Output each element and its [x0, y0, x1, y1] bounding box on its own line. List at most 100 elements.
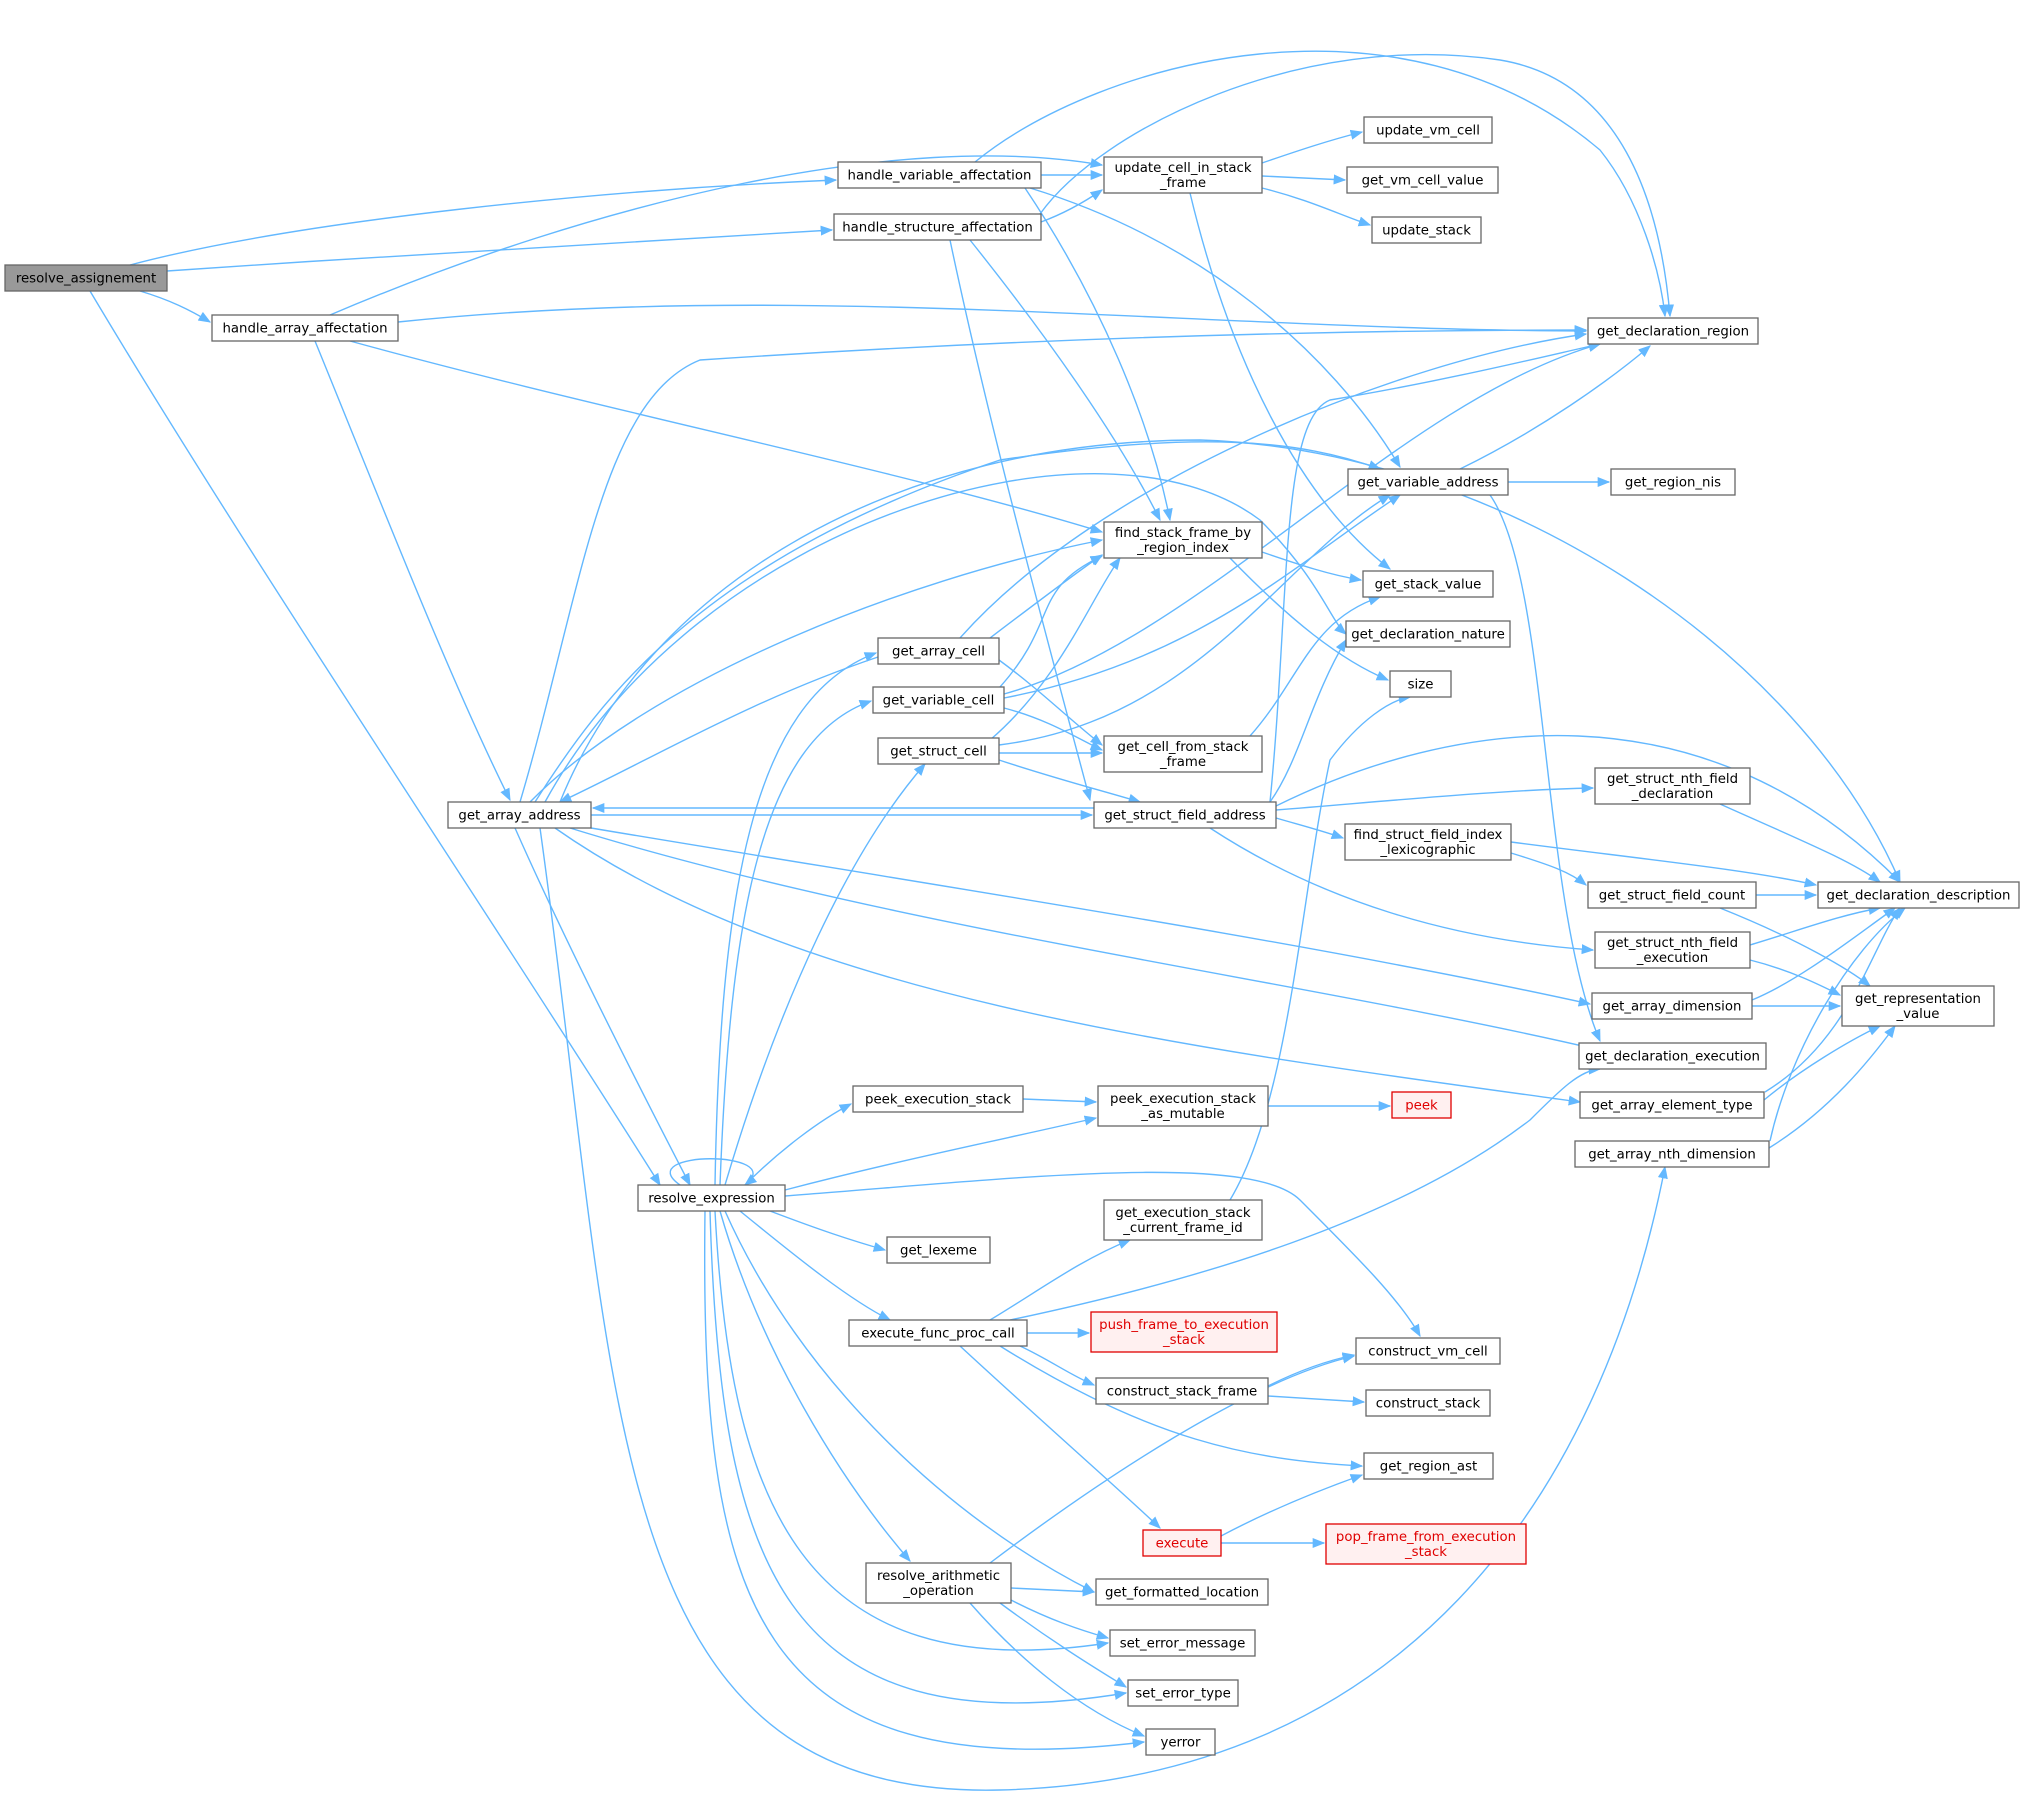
node-get-array-dimension[interactable]: get_array_dimension	[1591, 992, 1753, 1020]
node-peek-execution-stack[interactable]: peek_execution_stack	[852, 1085, 1024, 1113]
node-get-struct-nth-field-declaration[interactable]: get_struct_nth_field_declaration	[1594, 767, 1751, 805]
edge-resolve_arithmetic_operation-to-set_error_message	[1010, 1599, 1110, 1640]
edge-resolve_expression-to-execute_func_proc_call	[739, 1210, 892, 1321]
node-find-struct-field-index-lexicographic[interactable]: find_struct_field_index_lexicographic	[1344, 823, 1512, 861]
node-get-execution-stack-current-frame-id[interactable]: get_execution_stack_current_frame_id	[1103, 1199, 1263, 1241]
node-get-region-nis[interactable]: get_region_nis	[1610, 468, 1736, 496]
node-execute[interactable]: execute	[1142, 1529, 1222, 1557]
node-get-variable-cell[interactable]: get_variable_cell	[872, 686, 1005, 714]
node-pop-frame-from-execution-stack[interactable]: pop_frame_from_execution_stack	[1325, 1523, 1527, 1565]
node-get-vm-cell-value[interactable]: get_vm_cell_value	[1346, 166, 1499, 194]
node-resolve-arithmetic-operation[interactable]: resolve_arithmetic_operation	[865, 1562, 1012, 1604]
node-get-declaration-description[interactable]: get_declaration_description	[1817, 881, 2020, 909]
node-construct-vm-cell[interactable]: construct_vm_cell	[1355, 1337, 1501, 1365]
node-box	[637, 1184, 786, 1212]
node-set-error-message[interactable]: set_error_message	[1109, 1629, 1256, 1657]
node-box	[1095, 1377, 1269, 1405]
edge-find_stack_frame_by_region_index-to-size	[1229, 557, 1390, 681]
node-get-array-address[interactable]: get_array_address	[447, 801, 592, 829]
node-label: get_cell_from_stack	[1118, 740, 1249, 755]
node-label: get_array_dimension	[1603, 1000, 1742, 1015]
edge-resolve_arithmetic_operation-to-yerror	[969, 1602, 1146, 1737]
node-label: _value	[1896, 1007, 1940, 1022]
edge-find_struct_field_index_lexicographic-to-get_struct_field_count	[1510, 852, 1587, 886]
node-get-declaration-execution[interactable]: get_declaration_execution	[1578, 1042, 1767, 1070]
edge-get_variable_cell-to-get_cell_from_stack_frame	[1003, 707, 1104, 751]
edge-handle_variable_affectation-to-get_declaration_region	[974, 50, 1669, 318]
node-label: get_declaration_execution	[1585, 1050, 1760, 1065]
node-get-region-ast[interactable]: get_region_ast	[1363, 1452, 1494, 1480]
node-label: handle_variable_affectation	[848, 169, 1032, 184]
node-get-array-nth-dimension[interactable]: get_array_nth_dimension	[1574, 1140, 1770, 1168]
edge-get_struct_nth_field_execution-to-get_declaration_description	[1749, 904, 1882, 946]
node-resolve-assignement[interactable]: resolve_assignement	[4, 264, 168, 292]
node-get-struct-field-address[interactable]: get_struct_field_address	[1093, 801, 1277, 829]
node-label: get_execution_stack	[1115, 1206, 1251, 1221]
node-label: update_stack	[1382, 224, 1471, 239]
edge-find_struct_field_index_lexicographic-to-get_declaration_description	[1510, 841, 1818, 888]
node-box	[1095, 1578, 1269, 1606]
node-get-struct-field-count[interactable]: get_struct_field_count	[1587, 881, 1757, 909]
node-box	[1365, 1389, 1491, 1417]
node-box	[1841, 985, 1995, 1027]
node-get-representation-value[interactable]: get_representation_value	[1841, 985, 1995, 1027]
node-label: construct_stack_frame	[1107, 1385, 1257, 1400]
node-construct-stack-frame[interactable]: construct_stack_frame	[1095, 1377, 1269, 1405]
edge-resolve_arithmetic_operation-to-construct_vm_cell	[989, 1353, 1356, 1564]
node-box	[1391, 1091, 1452, 1119]
node-push-frame-to-execution-stack[interactable]: push_frame_to_execution_stack	[1090, 1311, 1278, 1353]
node-execute-func-proc-call[interactable]: execute_func_proc_call	[848, 1319, 1028, 1347]
edge-get_variable_cell-to-find_stack_frame_by_region_index	[999, 555, 1104, 688]
node-box	[1817, 881, 2020, 909]
node-get-struct-cell[interactable]: get_struct_cell	[877, 737, 1000, 765]
node-get-struct-nth-field-execution[interactable]: get_struct_nth_field_execution	[1594, 931, 1751, 969]
node-box	[1142, 1529, 1222, 1557]
edge-get_array_address-to-get_declaration_nature	[544, 473, 1347, 803]
node-label: get_struct_field_count	[1599, 889, 1746, 904]
edge-handle_variable_affectation-to-find_stack_frame_by_region_index	[1024, 187, 1173, 522]
node-label: execute	[1156, 1537, 1209, 1552]
node-box	[1610, 468, 1736, 496]
node-get-cell-from-stack-frame[interactable]: get_cell_from_stack_frame	[1103, 735, 1263, 773]
node-box	[848, 1319, 1028, 1347]
node-label: _stack	[1162, 1333, 1205, 1348]
node-get-declaration-region[interactable]: get_declaration_region	[1587, 317, 1759, 345]
node-handle-array-affectation[interactable]: handle_array_affectation	[211, 314, 399, 342]
node-get-lexeme[interactable]: get_lexeme	[886, 1236, 991, 1264]
node-yerror[interactable]: yerror	[1145, 1728, 1216, 1756]
edge-resolve_expression-to-peek_execution_stack_as_mutable	[784, 1115, 1098, 1191]
node-get-variable-address[interactable]: get_variable_address	[1347, 468, 1509, 496]
edge-execute_func_proc_call-to-get_execution_stack_current_frame_id	[989, 1239, 1132, 1321]
node-size[interactable]: size	[1389, 670, 1452, 698]
edge-execute_func_proc_call-to-get_declaration_execution	[1009, 1064, 1602, 1321]
node-get-array-cell[interactable]: get_array_cell	[877, 637, 1000, 665]
node-find-stack-frame-by-region-index[interactable]: find_stack_frame_by_region_index	[1103, 521, 1263, 559]
node-peek-execution-stack-as-mutable[interactable]: peek_execution_stack_as_mutable	[1097, 1085, 1269, 1127]
node-label: resolve_arithmetic	[877, 1569, 1000, 1584]
node-resolve-expression[interactable]: resolve_expression	[637, 1184, 786, 1212]
node-update-cell-in-stack-frame[interactable]: update_cell_in_stack_frame	[1103, 156, 1263, 194]
node-label: push_frame_to_execution	[1099, 1318, 1269, 1333]
node-label: _stack	[1404, 1545, 1447, 1560]
node-peek[interactable]: peek	[1391, 1091, 1452, 1119]
node-get-stack-value[interactable]: get_stack_value	[1362, 570, 1494, 598]
edge-peek_execution_stack-to-peek_execution_stack_as_mutable	[1022, 1096, 1098, 1107]
node-handle-variable-affectation[interactable]: handle_variable_affectation	[837, 161, 1042, 189]
node-box	[1346, 166, 1499, 194]
node-get-formatted-location[interactable]: get_formatted_location	[1095, 1578, 1269, 1606]
edge-handle_structure_affectation-to-find_stack_frame_by_region_index	[969, 239, 1161, 522]
node-update-stack[interactable]: update_stack	[1371, 216, 1482, 244]
node-update-vm-cell[interactable]: update_vm_cell	[1363, 116, 1493, 144]
node-label: _operation	[902, 1584, 974, 1599]
edge-get_array_nth_dimension-to-get_declaration_description	[1769, 907, 1907, 1142]
node-box	[1347, 468, 1509, 496]
edge-construct_stack_frame-to-construct_stack	[1267, 1395, 1366, 1407]
node-get-array-element-type[interactable]: get_array_element_type	[1579, 1091, 1765, 1119]
edge-get_array_address-to-get_array_dimension	[590, 827, 1592, 1007]
node-handle-structure-affectation[interactable]: handle_structure_affectation	[833, 213, 1042, 241]
edge-resolve_expression-to-get_lexeme	[769, 1210, 887, 1252]
node-construct-stack[interactable]: construct_stack	[1365, 1389, 1491, 1417]
edge-update_cell_in_stack_frame-to-get_stack_value	[1189, 192, 1391, 570]
node-get-declaration-nature[interactable]: get_declaration_nature	[1345, 620, 1511, 648]
node-set-error-type[interactable]: set_error_type	[1127, 1679, 1239, 1707]
